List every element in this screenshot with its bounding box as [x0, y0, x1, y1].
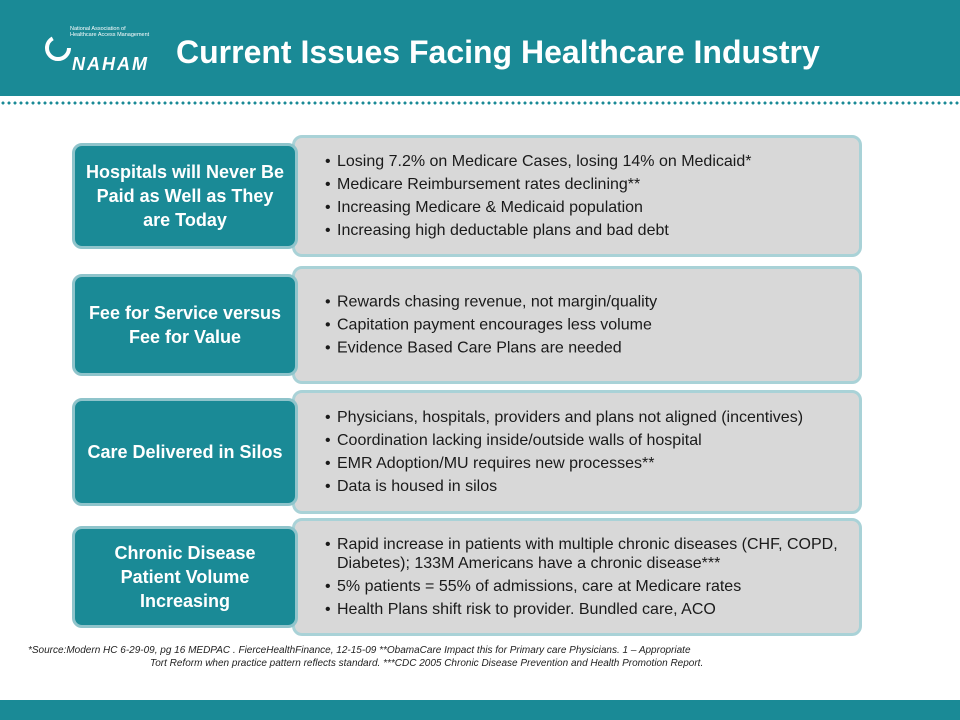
issue-label: Chronic Disease Patient Volume Increasin… [72, 526, 298, 628]
footnote-line1: *Source:Modern HC 6-29-09, pg 16 MEDPAC … [28, 645, 691, 656]
bullet-item: Losing 7.2% on Medicare Cases, losing 14… [325, 152, 849, 171]
issue-panel: Losing 7.2% on Medicare Cases, losing 14… [292, 135, 862, 257]
bullet-item: Increasing high deductable plans and bad… [325, 221, 849, 240]
bullet-item: Health Plans shift risk to provider. Bun… [325, 600, 849, 619]
bullet-item: Rapid increase in patients with multiple… [325, 535, 849, 573]
bullet-list: Rapid increase in patients with multiple… [295, 531, 849, 623]
naham-logo: National Association of Healthcare Acces… [44, 18, 156, 82]
logo-name: NAHAM [72, 54, 149, 74]
bullet-item: Evidence Based Care Plans are needed [325, 339, 849, 358]
bullet-item: Rewards chasing revenue, not margin/qual… [325, 293, 849, 312]
bullet-item: 5% patients = 55% of admissions, care at… [325, 577, 849, 596]
bullet-list: Rewards chasing revenue, not margin/qual… [295, 289, 849, 362]
bullet-list: Physicians, hospitals, providers and pla… [295, 404, 849, 500]
issue-panel: Rapid increase in patients with multiple… [292, 518, 862, 636]
logo-swirl-icon [45, 35, 71, 61]
logo-org-line2: Healthcare Access Management [70, 32, 150, 38]
bullet-item: EMR Adoption/MU requires new processes** [325, 454, 849, 473]
footnote-line2: Tort Reform when practice pattern reflec… [150, 658, 704, 669]
bullet-item: Medicare Reimbursement rates declining** [325, 175, 849, 194]
issue-row-2: Rewards chasing revenue, not margin/qual… [72, 266, 862, 384]
source-footnote: *Source:Modern HC 6-29-09, pg 16 MEDPAC … [28, 644, 828, 670]
bullet-item: Physicians, hospitals, providers and pla… [325, 408, 849, 427]
bullet-list: Losing 7.2% on Medicare Cases, losing 14… [295, 148, 849, 244]
issue-label: Hospitals will Never Be Paid as Well as … [72, 143, 298, 249]
header-bar: National Association of Healthcare Acces… [0, 0, 960, 96]
bullet-item: Increasing Medicare & Medicaid populatio… [325, 198, 849, 217]
dotted-divider [0, 100, 960, 106]
issue-panel: Physicians, hospitals, providers and pla… [292, 390, 862, 514]
issue-label: Fee for Service versus Fee for Value [72, 274, 298, 376]
issue-row-1: Losing 7.2% on Medicare Cases, losing 14… [72, 135, 862, 257]
bullet-item: Data is housed in silos [325, 477, 849, 496]
bottom-bar [0, 700, 960, 720]
issue-label: Care Delivered in Silos [72, 398, 298, 506]
issue-panel: Rewards chasing revenue, not margin/qual… [292, 266, 862, 384]
logo-org-name: National Association of Healthcare Acces… [70, 26, 150, 38]
logo-org-line1: National Association of [70, 26, 126, 32]
issue-row-4: Rapid increase in patients with multiple… [72, 518, 862, 636]
bullet-item: Coordination lacking inside/outside wall… [325, 431, 849, 450]
bullet-item: Capitation payment encourages less volum… [325, 316, 849, 335]
issue-row-3: Physicians, hospitals, providers and pla… [72, 390, 862, 514]
page-title: Current Issues Facing Healthcare Industr… [176, 34, 820, 70]
